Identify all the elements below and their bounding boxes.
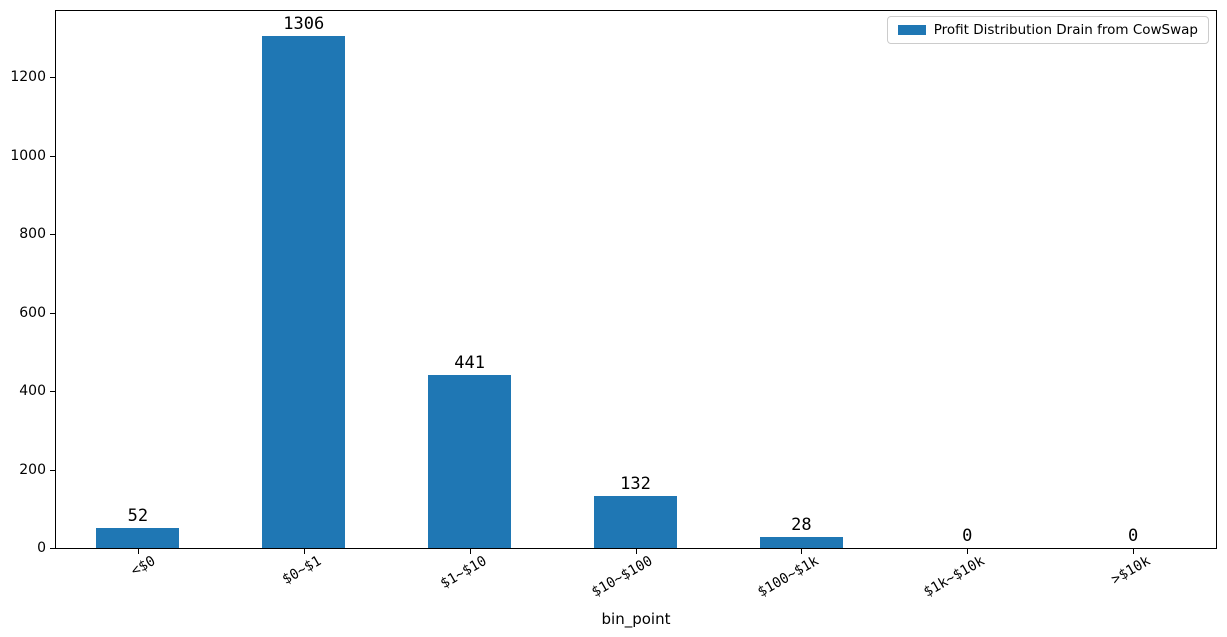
plot-area: Profit Distribution Drain from CowSwap: [55, 10, 1217, 549]
x-tick-mark: [801, 549, 803, 554]
bar-2: [262, 36, 346, 548]
bar-value-label: 28: [791, 515, 812, 535]
bar-3: [428, 375, 512, 548]
x-tick-mark: [1133, 549, 1135, 554]
y-tick-label: 1000: [10, 147, 46, 164]
x-tick-label: $10~$100: [589, 553, 656, 601]
bar-value-label: 0: [962, 526, 973, 546]
y-tick-mark: [50, 312, 55, 314]
y-tick-mark: [50, 234, 55, 236]
bar-value-label: 52: [127, 506, 149, 526]
y-tick-label: 800: [19, 226, 46, 243]
y-tick-label: 400: [19, 383, 46, 400]
y-tick-label: 0: [37, 540, 46, 556]
bar-value-label: 1306: [283, 14, 325, 34]
x-tick-mark: [303, 549, 305, 554]
x-tick-label: >$10k: [1108, 553, 1154, 588]
legend-label: Profit Distribution Drain from CowSwap: [933, 22, 1198, 38]
x-tick-mark: [635, 549, 637, 554]
bar-value-label: 441: [454, 353, 485, 373]
legend: Profit Distribution Drain from CowSwap: [886, 16, 1209, 44]
x-tick-label: $1k~$10k: [920, 553, 988, 601]
x-tick-label: $1~$10: [437, 553, 490, 593]
y-tick-mark: [50, 155, 55, 157]
y-tick-mark: [50, 77, 55, 79]
x-tick-label: $0~$1: [279, 553, 324, 588]
bar-1: [96, 528, 180, 548]
y-tick-label: 1200: [10, 69, 46, 86]
x-tick-mark: [137, 549, 139, 554]
bar-5: [759, 537, 843, 548]
y-tick-mark: [50, 391, 55, 393]
bar-value-label: 0: [1127, 526, 1139, 546]
x-tick-mark: [967, 549, 969, 554]
x-tick-label: <$0: [128, 553, 158, 580]
y-tick-label: 600: [19, 304, 46, 321]
x-axis-title: bin_point: [601, 610, 671, 628]
bar-value-label: 132: [620, 474, 651, 494]
bar-4: [594, 496, 677, 548]
y-tick-mark: [50, 548, 55, 549]
y-tick-mark: [50, 469, 55, 471]
legend-swatch-icon: [897, 25, 926, 35]
x-tick-label: $100~$1k: [754, 553, 822, 601]
x-tick-mark: [469, 549, 471, 554]
y-tick-label: 200: [19, 461, 46, 478]
